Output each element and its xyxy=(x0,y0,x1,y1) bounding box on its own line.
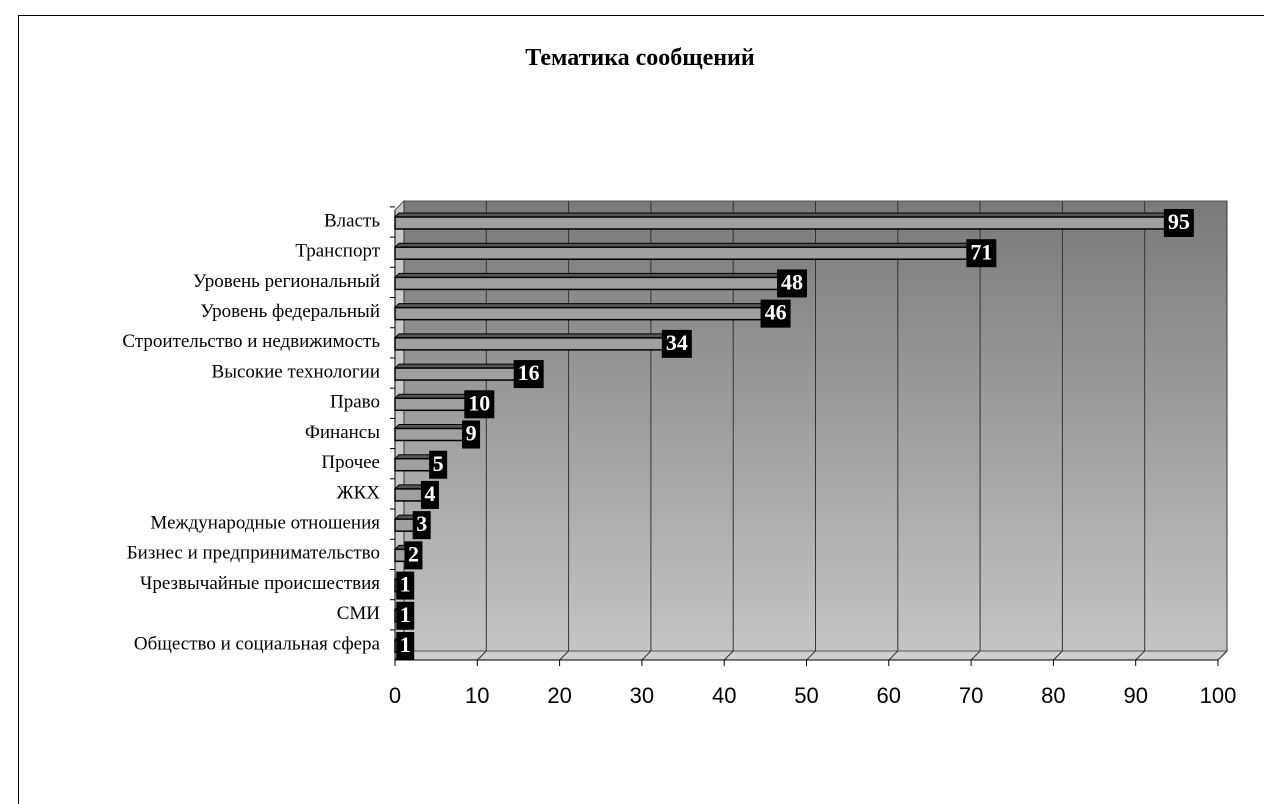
data-label: 5 xyxy=(433,451,444,476)
y-tick-label: Право xyxy=(330,392,380,413)
x-tick-label: 90 xyxy=(1123,683,1147,708)
data-label-box xyxy=(429,450,448,479)
x-tick-label: 50 xyxy=(794,683,818,708)
y-tick-label: Транспорт xyxy=(295,241,380,262)
data-label: 1 xyxy=(400,632,411,657)
data-label: 10 xyxy=(468,390,490,415)
x-tick-label: 20 xyxy=(547,683,571,708)
data-label-box xyxy=(396,632,415,660)
x-tick-label: 40 xyxy=(712,683,736,708)
x-tick-label: 60 xyxy=(877,683,901,708)
x-tick-label: 70 xyxy=(959,683,983,708)
data-label-box xyxy=(462,420,481,449)
bar xyxy=(394,246,981,260)
y-tick-label: ЖКХ xyxy=(337,482,381,503)
data-label: 48 xyxy=(781,269,803,294)
data-label: 71 xyxy=(970,239,992,264)
data-label: 1 xyxy=(400,572,411,597)
y-tick-label: Международные отношения xyxy=(150,513,380,534)
y-tick-label: Строительство и недвижимость xyxy=(122,331,380,352)
data-label-box xyxy=(396,601,415,630)
y-tick-label: СМИ xyxy=(337,603,381,624)
y-tick-label: Общество и социальная сфера xyxy=(134,633,381,654)
grid-line xyxy=(723,650,734,661)
data-label: 9 xyxy=(466,421,477,446)
data-label: 3 xyxy=(416,511,427,536)
x-tick-label: 10 xyxy=(465,683,489,708)
y-tick-label: Финансы xyxy=(305,422,380,443)
chart-title: Тематика сообщений xyxy=(525,45,755,71)
grid-line xyxy=(641,650,652,661)
y-tick-label: Высокие технологии xyxy=(212,361,380,382)
y-tick-label: Власть xyxy=(324,210,380,231)
grid-line xyxy=(1135,650,1146,661)
data-label: 46 xyxy=(765,300,787,325)
grid-line xyxy=(476,650,487,661)
data-label: 16 xyxy=(518,360,540,385)
grid-line xyxy=(970,650,981,661)
data-label-box xyxy=(412,511,431,540)
data-label: 2 xyxy=(408,541,419,566)
y-tick-label: Чрезвычайные происшествия xyxy=(140,573,380,594)
data-label: 4 xyxy=(424,481,435,506)
grid-line xyxy=(1053,650,1063,661)
data-label-box xyxy=(404,541,423,570)
y-tick-label: Бизнес и предпринимательство xyxy=(127,543,380,564)
bar xyxy=(394,427,470,442)
data-label: 34 xyxy=(666,330,688,355)
data-label: 1 xyxy=(400,602,411,627)
data-label-box xyxy=(513,360,544,389)
data-label-box xyxy=(396,571,415,600)
data-label-box xyxy=(420,480,439,509)
bar xyxy=(394,337,676,351)
bar xyxy=(394,306,775,321)
bar xyxy=(394,367,528,381)
grid-line xyxy=(806,650,816,661)
x-tick-label: 100 xyxy=(1200,683,1237,708)
data-label-box xyxy=(966,239,997,268)
x-tick-label: 30 xyxy=(630,683,654,708)
bar xyxy=(394,216,1178,230)
y-tick-label: Прочее xyxy=(321,452,380,473)
data-label-box xyxy=(1163,209,1194,237)
data-label-box xyxy=(760,299,791,328)
data-label-box xyxy=(777,269,808,298)
frame xyxy=(18,15,1264,804)
y-tick-label: Уровень федеральный xyxy=(200,301,380,322)
x-tick-label: 80 xyxy=(1041,683,1065,708)
grid-line xyxy=(888,650,899,661)
data-label: 95 xyxy=(1168,209,1190,234)
bar xyxy=(394,276,791,291)
y-tick-label: Уровень региональный xyxy=(193,271,380,292)
grid-line xyxy=(1217,650,1228,661)
x-tick-label: 0 xyxy=(389,683,401,708)
data-label-box xyxy=(661,329,692,358)
data-label-box xyxy=(464,390,495,419)
grid-line xyxy=(559,650,569,661)
